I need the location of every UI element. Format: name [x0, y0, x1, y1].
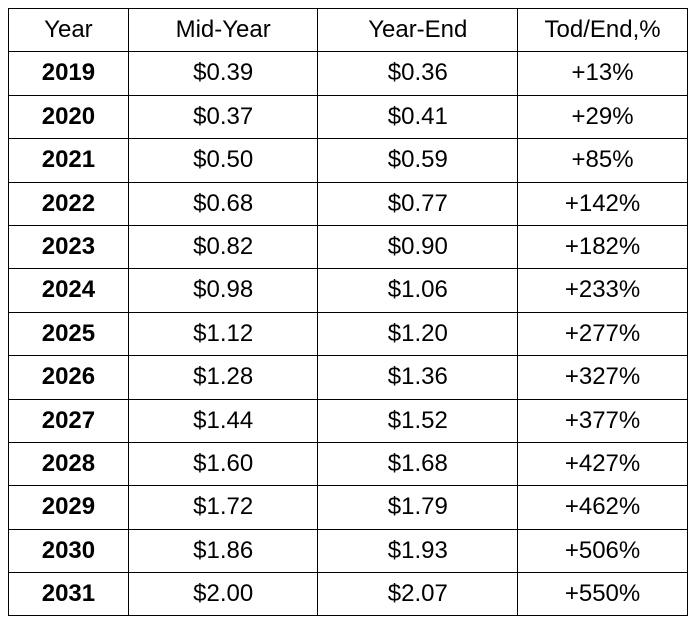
cell-mid-year: $1.12: [128, 312, 318, 355]
cell-pct: +427%: [518, 442, 688, 485]
cell-mid-year: $1.86: [128, 529, 318, 572]
cell-mid-year: $1.44: [128, 399, 318, 442]
cell-year: 2025: [9, 312, 129, 355]
cell-mid-year: $2.00: [128, 573, 318, 616]
cell-year-end: $1.68: [318, 442, 518, 485]
cell-mid-year: $0.98: [128, 269, 318, 312]
cell-year: 2031: [9, 573, 129, 616]
cell-pct: +29%: [518, 95, 688, 138]
cell-pct: +182%: [518, 225, 688, 268]
cell-year-end: $1.36: [318, 356, 518, 399]
cell-mid-year: $1.72: [128, 486, 318, 529]
price-forecast-table: Year Mid-Year Year-End Tod/End,% 2019 $0…: [8, 8, 688, 616]
cell-mid-year: $0.39: [128, 52, 318, 95]
cell-year-end: $1.52: [318, 399, 518, 442]
table-header-row: Year Mid-Year Year-End Tod/End,%: [9, 9, 688, 52]
table-row: 2028 $1.60 $1.68 +427%: [9, 442, 688, 485]
cell-year: 2029: [9, 486, 129, 529]
table-row: 2025 $1.12 $1.20 +277%: [9, 312, 688, 355]
cell-pct: +13%: [518, 52, 688, 95]
cell-year-end: $0.36: [318, 52, 518, 95]
table-row: 2021 $0.50 $0.59 +85%: [9, 139, 688, 182]
cell-year: 2028: [9, 442, 129, 485]
table-body: 2019 $0.39 $0.36 +13% 2020 $0.37 $0.41 +…: [9, 52, 688, 616]
cell-mid-year: $1.28: [128, 356, 318, 399]
cell-year-end: $1.79: [318, 486, 518, 529]
table-row: 2024 $0.98 $1.06 +233%: [9, 269, 688, 312]
cell-mid-year: $1.60: [128, 442, 318, 485]
table-row: 2030 $1.86 $1.93 +506%: [9, 529, 688, 572]
cell-pct: +142%: [518, 182, 688, 225]
cell-pct: +233%: [518, 269, 688, 312]
table-row: 2019 $0.39 $0.36 +13%: [9, 52, 688, 95]
cell-pct: +277%: [518, 312, 688, 355]
table-row: 2023 $0.82 $0.90 +182%: [9, 225, 688, 268]
cell-year: 2022: [9, 182, 129, 225]
cell-year-end: $2.07: [318, 573, 518, 616]
cell-pct: +506%: [518, 529, 688, 572]
table-row: 2022 $0.68 $0.77 +142%: [9, 182, 688, 225]
cell-year-end: $0.41: [318, 95, 518, 138]
cell-mid-year: $0.37: [128, 95, 318, 138]
table-row: 2031 $2.00 $2.07 +550%: [9, 573, 688, 616]
col-header-year-end: Year-End: [318, 9, 518, 52]
table-row: 2029 $1.72 $1.79 +462%: [9, 486, 688, 529]
cell-year: 2020: [9, 95, 129, 138]
table-row: 2020 $0.37 $0.41 +29%: [9, 95, 688, 138]
cell-pct: +327%: [518, 356, 688, 399]
cell-year: 2030: [9, 529, 129, 572]
cell-year-end: $0.90: [318, 225, 518, 268]
cell-pct: +377%: [518, 399, 688, 442]
cell-year: 2021: [9, 139, 129, 182]
table-row: 2026 $1.28 $1.36 +327%: [9, 356, 688, 399]
cell-mid-year: $0.68: [128, 182, 318, 225]
cell-year-end: $1.06: [318, 269, 518, 312]
col-header-pct: Tod/End,%: [518, 9, 688, 52]
cell-pct: +550%: [518, 573, 688, 616]
col-header-mid-year: Mid-Year: [128, 9, 318, 52]
table-row: 2027 $1.44 $1.52 +377%: [9, 399, 688, 442]
cell-year-end: $0.77: [318, 182, 518, 225]
cell-pct: +462%: [518, 486, 688, 529]
cell-year: 2024: [9, 269, 129, 312]
cell-year: 2023: [9, 225, 129, 268]
cell-year: 2026: [9, 356, 129, 399]
col-header-year: Year: [9, 9, 129, 52]
cell-year-end: $1.20: [318, 312, 518, 355]
cell-year-end: $1.93: [318, 529, 518, 572]
cell-mid-year: $0.50: [128, 139, 318, 182]
cell-year: 2027: [9, 399, 129, 442]
cell-mid-year: $0.82: [128, 225, 318, 268]
cell-year-end: $0.59: [318, 139, 518, 182]
cell-year: 2019: [9, 52, 129, 95]
cell-pct: +85%: [518, 139, 688, 182]
